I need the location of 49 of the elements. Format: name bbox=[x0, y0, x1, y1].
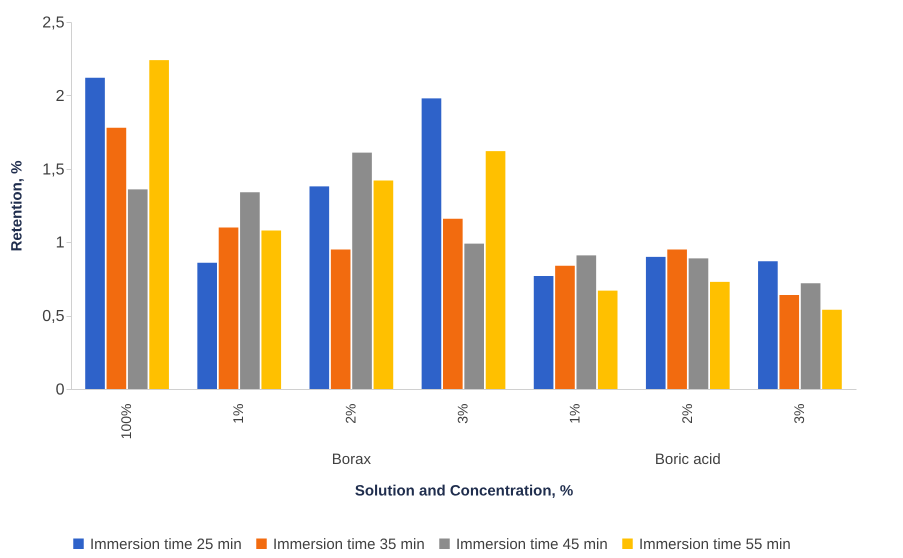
y-tick-label: 2 bbox=[56, 88, 65, 105]
bar bbox=[330, 250, 351, 389]
y-tick-label: 1 bbox=[56, 234, 65, 252]
y-tick-label: 1,5 bbox=[42, 161, 65, 178]
bar bbox=[758, 261, 778, 389]
y-tick-label: 0,5 bbox=[42, 308, 65, 326]
bar bbox=[710, 282, 730, 389]
y-tick-label: 0 bbox=[56, 382, 65, 398]
bar bbox=[464, 244, 484, 389]
x-tick-label: 1% bbox=[566, 404, 583, 424]
bar bbox=[800, 283, 820, 389]
bar bbox=[688, 258, 708, 389]
bar bbox=[667, 250, 687, 389]
legend-label: Immersion time 25 min bbox=[90, 536, 242, 553]
x-tick-label: 100% bbox=[118, 404, 134, 440]
x-tick-label: 3% bbox=[454, 404, 470, 424]
bar bbox=[374, 180, 394, 389]
text: Borax bbox=[332, 451, 372, 468]
bar bbox=[646, 256, 666, 389]
y-tick-label: 2,5 bbox=[42, 14, 65, 32]
bar bbox=[128, 189, 148, 389]
x-tick-label: 3% bbox=[790, 404, 807, 424]
x-axis-title: Solution and Concentration, % bbox=[354, 482, 574, 500]
bar bbox=[240, 192, 260, 389]
x-tick-label: 1% bbox=[230, 404, 246, 424]
bar bbox=[534, 276, 554, 389]
bar bbox=[822, 310, 842, 389]
bar bbox=[197, 262, 217, 389]
bar bbox=[149, 60, 169, 389]
bar bbox=[218, 228, 238, 389]
bar bbox=[555, 266, 575, 389]
text: Boric acid bbox=[654, 451, 721, 468]
bar bbox=[261, 230, 282, 389]
bar bbox=[422, 98, 442, 389]
bar bbox=[598, 290, 618, 389]
bar bbox=[309, 186, 330, 389]
bar bbox=[442, 218, 463, 389]
bar bbox=[106, 128, 126, 389]
bar bbox=[352, 152, 372, 389]
y-axis-title: Retention, % bbox=[8, 160, 26, 252]
bar bbox=[85, 78, 105, 389]
x-tick-label: 2% bbox=[678, 404, 695, 424]
legend-label: Immersion time 45 min bbox=[456, 536, 608, 553]
bar bbox=[576, 255, 596, 389]
legend-label: Immersion time 35 min bbox=[273, 536, 425, 553]
bar bbox=[779, 295, 800, 389]
bar bbox=[486, 151, 506, 389]
legend-label: Immersion time 55 min bbox=[639, 536, 791, 553]
x-tick-label: 2% bbox=[342, 404, 358, 424]
